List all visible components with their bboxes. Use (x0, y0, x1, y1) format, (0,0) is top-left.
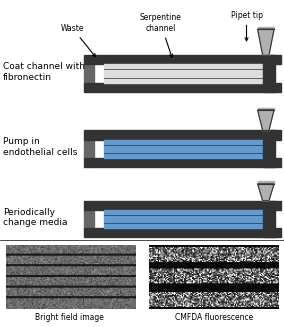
Bar (84, 55, 94, 64)
Text: CMFDA fluorescence: CMFDA fluorescence (175, 313, 254, 322)
Bar (84, 210, 94, 228)
Text: Serpentine
channel: Serpentine channel (139, 13, 181, 57)
Bar (84, 64, 94, 83)
Bar (270, 201, 275, 237)
Bar (270, 130, 275, 167)
Bar (263, 130, 269, 167)
Text: Periodically
change media: Periodically change media (3, 208, 67, 227)
Bar (84, 83, 94, 92)
Bar (84, 228, 94, 237)
Bar (263, 55, 269, 92)
Bar (104, 210, 263, 228)
Bar (84, 158, 94, 167)
Bar (94, 130, 281, 140)
Text: Pump in
endothelial cells: Pump in endothelial cells (3, 137, 77, 157)
Polygon shape (258, 110, 274, 130)
Bar (84, 140, 94, 158)
Bar (94, 201, 281, 210)
Bar (94, 158, 281, 167)
Text: Waste: Waste (61, 24, 95, 57)
Bar (104, 140, 263, 158)
Text: Coat channel with
fibronectin: Coat channel with fibronectin (3, 62, 85, 82)
Bar (94, 83, 281, 92)
Bar (94, 228, 281, 237)
Bar (258, 108, 274, 110)
Bar (84, 201, 94, 210)
Bar (258, 181, 274, 184)
Polygon shape (258, 29, 274, 55)
Bar (104, 64, 263, 83)
Bar (258, 27, 274, 29)
Bar (84, 130, 94, 140)
Bar (270, 55, 275, 92)
Text: Pipet tip: Pipet tip (231, 10, 262, 41)
Text: Bright field image: Bright field image (35, 313, 104, 322)
Polygon shape (258, 184, 274, 201)
Bar (263, 201, 269, 237)
Bar (94, 55, 281, 64)
